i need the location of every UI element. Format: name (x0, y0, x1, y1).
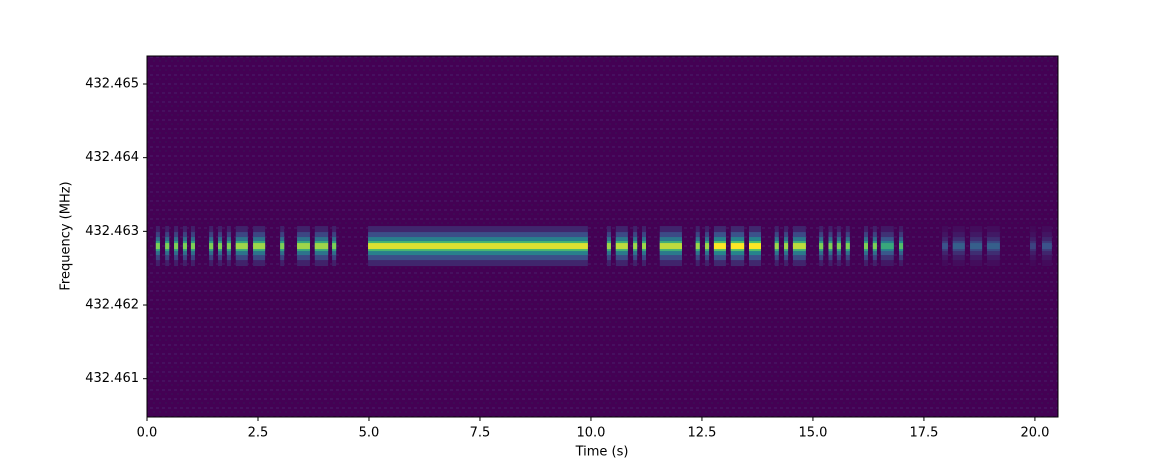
burst (165, 243, 170, 250)
burst (633, 243, 638, 250)
x-tick-label: 2.5 (248, 426, 269, 441)
burst (659, 243, 682, 250)
plot-frame (146, 55, 1059, 418)
y-tick-label: 432.464 (85, 150, 139, 165)
burst (332, 243, 337, 250)
burst (606, 243, 611, 250)
burst (730, 243, 745, 250)
y-tick-label: 432.465 (85, 76, 139, 91)
burst (182, 243, 187, 250)
burst (828, 243, 833, 250)
x-tick-label: 10.0 (576, 426, 605, 441)
burst (784, 243, 789, 250)
burst (297, 243, 310, 250)
y-tick-label: 432.461 (85, 371, 139, 386)
burst (819, 243, 824, 250)
burst (368, 243, 588, 250)
burst (174, 243, 179, 250)
burst (226, 243, 231, 250)
burst (1030, 243, 1036, 250)
bursts (155, 226, 1052, 267)
burst (713, 243, 726, 250)
burst (280, 243, 285, 250)
x-tick-label: 5.0 (359, 426, 380, 441)
burst (615, 243, 628, 250)
burst (642, 243, 647, 250)
x-tick-label: 0.0 (137, 426, 158, 441)
burst (314, 243, 329, 250)
burst (872, 243, 877, 250)
burst (209, 243, 214, 250)
x-tick-label: 7.5 (470, 426, 491, 441)
x-tick-label: 12.5 (687, 426, 716, 441)
burst (695, 243, 700, 250)
y-tick-label: 432.463 (85, 224, 139, 239)
x-tick-label: 15.0 (798, 426, 827, 441)
burst (218, 243, 223, 250)
burst (986, 243, 1000, 250)
x-tick-label: 20.0 (1020, 426, 1049, 441)
burst (880, 243, 894, 250)
burst (749, 243, 761, 250)
burst (235, 243, 248, 250)
burst (253, 243, 266, 250)
y-axis-label: Frequency (MHz) (59, 181, 74, 290)
burst (155, 243, 160, 250)
burst (845, 243, 850, 250)
burst (774, 243, 779, 250)
burst (792, 243, 806, 250)
burst (952, 243, 965, 250)
x-tick-label: 17.5 (909, 426, 938, 441)
x-axis-label: Time (s) (575, 445, 629, 460)
burst (942, 243, 948, 250)
burst (970, 243, 983, 250)
y-tick-label: 432.462 (85, 298, 139, 313)
burst (190, 243, 195, 250)
burst (899, 243, 904, 250)
burst (705, 243, 710, 250)
burst (836, 243, 841, 250)
burst (1042, 243, 1052, 250)
burst (863, 243, 868, 250)
